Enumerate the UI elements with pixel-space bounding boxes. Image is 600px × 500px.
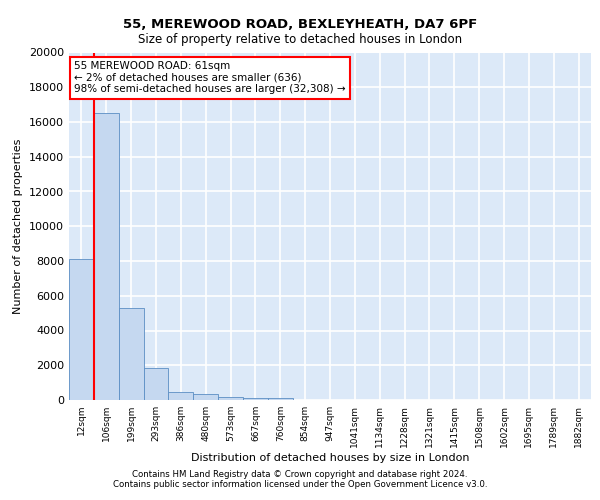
Bar <box>169 392 193 400</box>
Text: 55 MEREWOOD ROAD: 61sqm
← 2% of detached houses are smaller (636)
98% of semi-de: 55 MEREWOOD ROAD: 61sqm ← 2% of detached… <box>74 61 346 94</box>
Bar <box>218 397 243 400</box>
Bar <box>94 114 119 400</box>
Bar <box>69 260 94 400</box>
Text: 55, MEREWOOD ROAD, BEXLEYHEATH, DA7 6PF: 55, MEREWOOD ROAD, BEXLEYHEATH, DA7 6PF <box>123 18 477 30</box>
Bar <box>268 398 293 400</box>
X-axis label: Distribution of detached houses by size in London: Distribution of detached houses by size … <box>191 452 469 462</box>
Y-axis label: Number of detached properties: Number of detached properties <box>13 138 23 314</box>
Bar <box>119 308 143 400</box>
Text: Size of property relative to detached houses in London: Size of property relative to detached ho… <box>138 32 462 46</box>
Bar <box>143 368 169 400</box>
Bar <box>193 394 218 400</box>
Text: Contains HM Land Registry data © Crown copyright and database right 2024.
Contai: Contains HM Land Registry data © Crown c… <box>113 470 487 489</box>
Bar <box>243 398 268 400</box>
